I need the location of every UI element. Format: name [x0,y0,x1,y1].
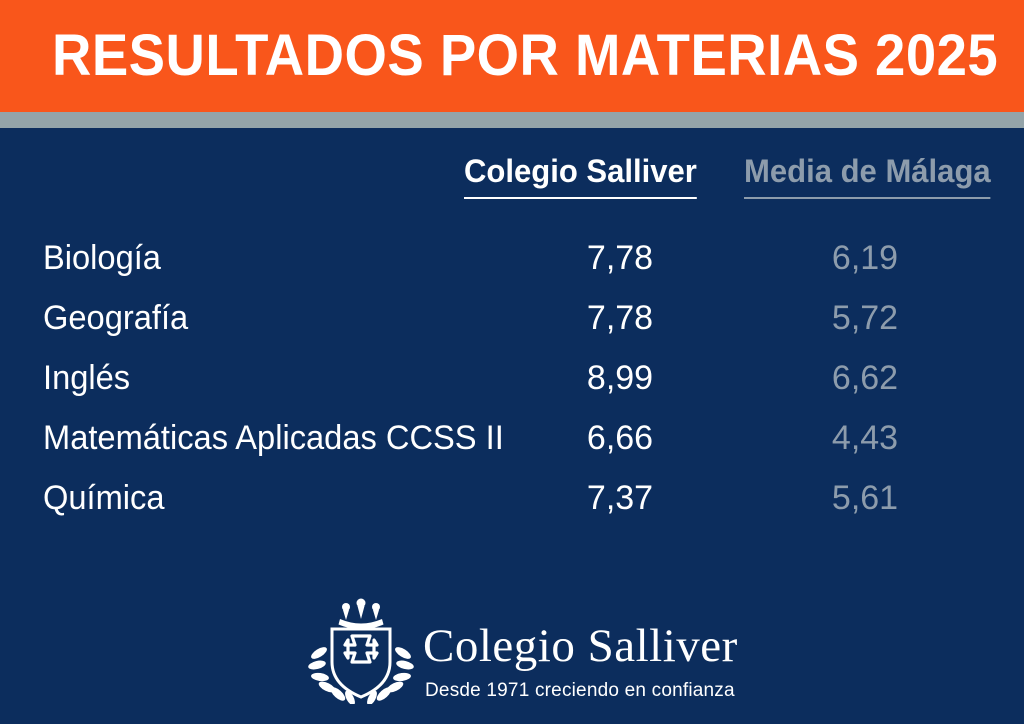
shield-crest-icon [305,598,417,706]
logo-wordmark: Colegio Salliver [423,620,738,672]
subject-label: Biología [43,239,161,277]
table-body: Biología 7,78 6,19 Geografía 7,78 5,72 I… [0,236,1024,536]
value-media-de-malaga: 5,72 [831,299,899,337]
column-header-media-de-malaga: Media de Málaga [744,152,991,199]
value-media-de-malaga: 5,61 [831,479,899,517]
table-row: Inglés 8,99 6,62 [0,356,1024,416]
page-title: RESULTADOS POR MATERIAS 2025 [52,23,999,88]
subject-label: Inglés [43,359,131,397]
table-row: Biología 7,78 6,19 [0,236,1024,296]
value-colegio-salliver: 6,66 [586,419,654,457]
header-divider [0,112,1024,128]
header-band: RESULTADOS POR MATERIAS 2025 [0,0,1024,112]
value-colegio-salliver: 7,78 [586,299,654,337]
table-column-headers: Colegio Salliver Media de Málaga [0,152,1024,208]
value-media-de-malaga: 4,43 [831,419,899,457]
subject-label: Geografía [43,299,189,337]
value-colegio-salliver: 7,78 [586,239,654,277]
table-row: Química 7,37 5,61 [0,476,1024,536]
table-row: Geografía 7,78 5,72 [0,296,1024,356]
subject-label: Matemáticas Aplicadas CCSS II [43,419,504,457]
column-header-colegio-salliver: Colegio Salliver [464,152,697,199]
logo: Colegio Salliver Desde 1971 creciendo en… [305,598,737,708]
subject-label: Química [43,479,165,517]
results-table: Colegio Salliver Media de Málaga Biologí… [0,128,1024,588]
value-media-de-malaga: 6,19 [831,239,899,277]
value-colegio-salliver: 7,37 [586,479,654,517]
logo-tagline: Desde 1971 creciendo en confianza [425,680,735,701]
value-colegio-salliver: 8,99 [586,359,654,397]
table-row: Matemáticas Aplicadas CCSS II 6,66 4,43 [0,416,1024,476]
value-media-de-malaga: 6,62 [831,359,899,397]
